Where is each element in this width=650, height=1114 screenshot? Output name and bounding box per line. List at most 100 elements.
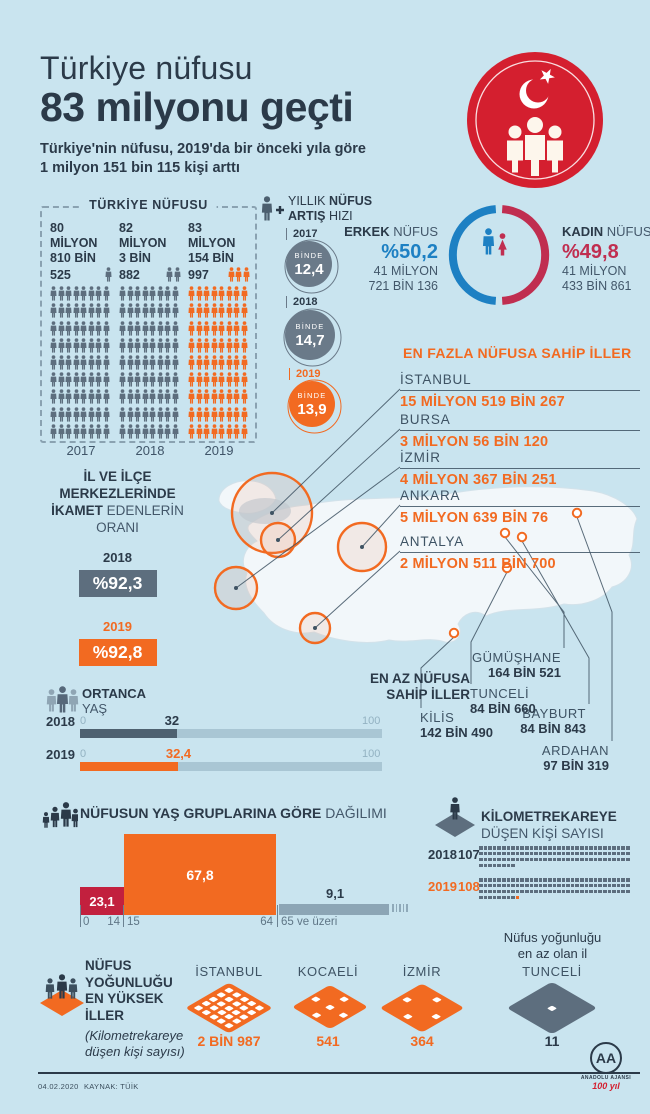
growth-value: 13,9 <box>297 400 327 418</box>
people-on-tile-icon <box>40 974 84 1016</box>
person-icon <box>119 355 126 370</box>
density-dot <box>612 846 616 850</box>
person-icon <box>233 407 240 422</box>
person-icon <box>226 424 233 439</box>
person-icon <box>233 338 240 353</box>
person-icon <box>226 372 233 387</box>
person-icon <box>80 286 87 301</box>
density-dot <box>561 851 566 856</box>
density-dot <box>580 857 584 862</box>
person-icon <box>188 355 195 370</box>
density-dot <box>552 851 557 856</box>
growth-bubble-2019: BİNDE 13,9 <box>289 381 335 427</box>
density-cities-title-line: YOĞUNLUĞU <box>85 974 173 990</box>
person-icon <box>211 321 218 336</box>
people-group-icon <box>507 117 563 176</box>
density-dot <box>506 883 511 888</box>
page-title-line2: 83 milyonu geçti <box>40 84 354 130</box>
growth-year-2019: 2019 <box>289 368 320 380</box>
person-icon <box>196 286 203 301</box>
density-dot <box>570 883 575 888</box>
agency-monogram: AA <box>590 1042 622 1074</box>
density-dot <box>621 883 625 888</box>
page-subtitle-line2: 1 milyon 151 bin 115 kişi arttı <box>40 160 240 176</box>
turkey-population-box: TÜRKİYE NÜFUSU 80 MİLYON 810 BİN 525 201… <box>40 198 257 458</box>
person-icon <box>50 286 57 301</box>
density-dot <box>520 889 524 894</box>
density-dot <box>524 878 529 882</box>
person-icon <box>196 303 203 318</box>
diamond-dot <box>224 987 234 994</box>
density-dot <box>501 846 506 850</box>
density-dot <box>547 889 552 894</box>
density-dot <box>580 889 584 894</box>
person-icon <box>157 372 164 387</box>
density-dot <box>621 846 625 850</box>
population-value: 810 BİN <box>50 251 96 265</box>
person-icon <box>196 389 203 404</box>
growth-unit: BİNDE <box>295 321 325 331</box>
city-population: 5 MİLYON 639 BİN 76 <box>400 510 549 526</box>
diamond-dot <box>216 992 227 998</box>
person-icon <box>73 303 80 318</box>
density-dot <box>529 889 534 894</box>
density-dot <box>506 889 511 894</box>
top-city-bursa: BURSA 3 MİLYON 56 BİN 120 <box>400 412 640 450</box>
diamond-dot <box>209 1013 220 1020</box>
person-icon <box>88 407 95 422</box>
least-city-kilis: KİLİS 142 BİN 490 <box>420 710 493 740</box>
person-icon <box>157 303 164 318</box>
urban-share-block: İL VE İLÇE MERKEZLERİNDE İKAMET EDENLERİ… <box>40 468 195 666</box>
page-title-line1: Türkiye nüfusu <box>40 50 253 86</box>
person-icon <box>142 424 149 439</box>
density-dot <box>492 863 497 868</box>
family-icon <box>42 802 78 828</box>
density-dot <box>612 889 616 894</box>
person-icon <box>211 355 218 370</box>
diamond-dot <box>311 1012 322 1018</box>
person-icon <box>50 424 57 439</box>
person-icon <box>149 355 156 370</box>
pictogram-grid <box>50 285 112 440</box>
person-icon <box>172 338 179 353</box>
density-cities-subtitle: (Kilometrekareye düşen kişi sayısı) <box>85 1028 185 1060</box>
page-subtitle-line1: Türkiye'nin nüfusu, 2019'da bir önceki y… <box>40 141 366 157</box>
density-dot <box>483 863 488 868</box>
diamond-dot <box>216 1000 227 1007</box>
city-population: 84 BİN 660 <box>470 701 536 716</box>
person-icon <box>164 407 171 422</box>
year-label: 2017 <box>66 442 96 458</box>
axis-max-label: 100 <box>362 715 381 727</box>
person-icon <box>172 303 179 318</box>
density-dot <box>497 878 501 882</box>
person-icon <box>157 389 164 404</box>
person-icon <box>149 372 156 387</box>
male-label: NÜFUS <box>389 224 438 239</box>
person-icon <box>134 389 141 404</box>
person-icon <box>196 321 203 336</box>
person-icon <box>127 355 134 370</box>
density-title: KİLOMETREKAREYE DÜŞEN KİŞİ SAYISI <box>481 808 617 842</box>
person-icon <box>65 355 72 370</box>
density-dot <box>584 851 589 856</box>
person-icon <box>203 372 210 387</box>
age-groups-title-bold: NÜFUSUN YAŞ GRUPLARINA GÖRE <box>80 805 322 821</box>
age-groups-title-regular: DAĞILIMI <box>321 805 387 821</box>
density-dot <box>534 846 538 850</box>
diamond-dot <box>431 996 442 1003</box>
density-dot <box>616 878 621 882</box>
density-dot <box>561 878 566 882</box>
diamond-label-tunceli: TUNCELİ <box>522 964 582 979</box>
density-dot <box>497 863 501 868</box>
density-dot <box>483 889 488 894</box>
density-dot <box>520 851 524 856</box>
man-icon <box>482 228 495 255</box>
person-icon <box>188 338 195 353</box>
female-arc <box>501 205 550 305</box>
age-bar-value: 9,1 <box>326 886 345 901</box>
density-year-2018: 2018 <box>428 847 457 862</box>
least-city-gumushane: GÜMÜŞHANE 164 BİN 521 <box>460 650 561 680</box>
diamond-dot <box>338 996 349 1002</box>
least-cities-title-line: SAHİP İLLER <box>386 687 470 702</box>
diamond-dot <box>253 1005 264 1011</box>
